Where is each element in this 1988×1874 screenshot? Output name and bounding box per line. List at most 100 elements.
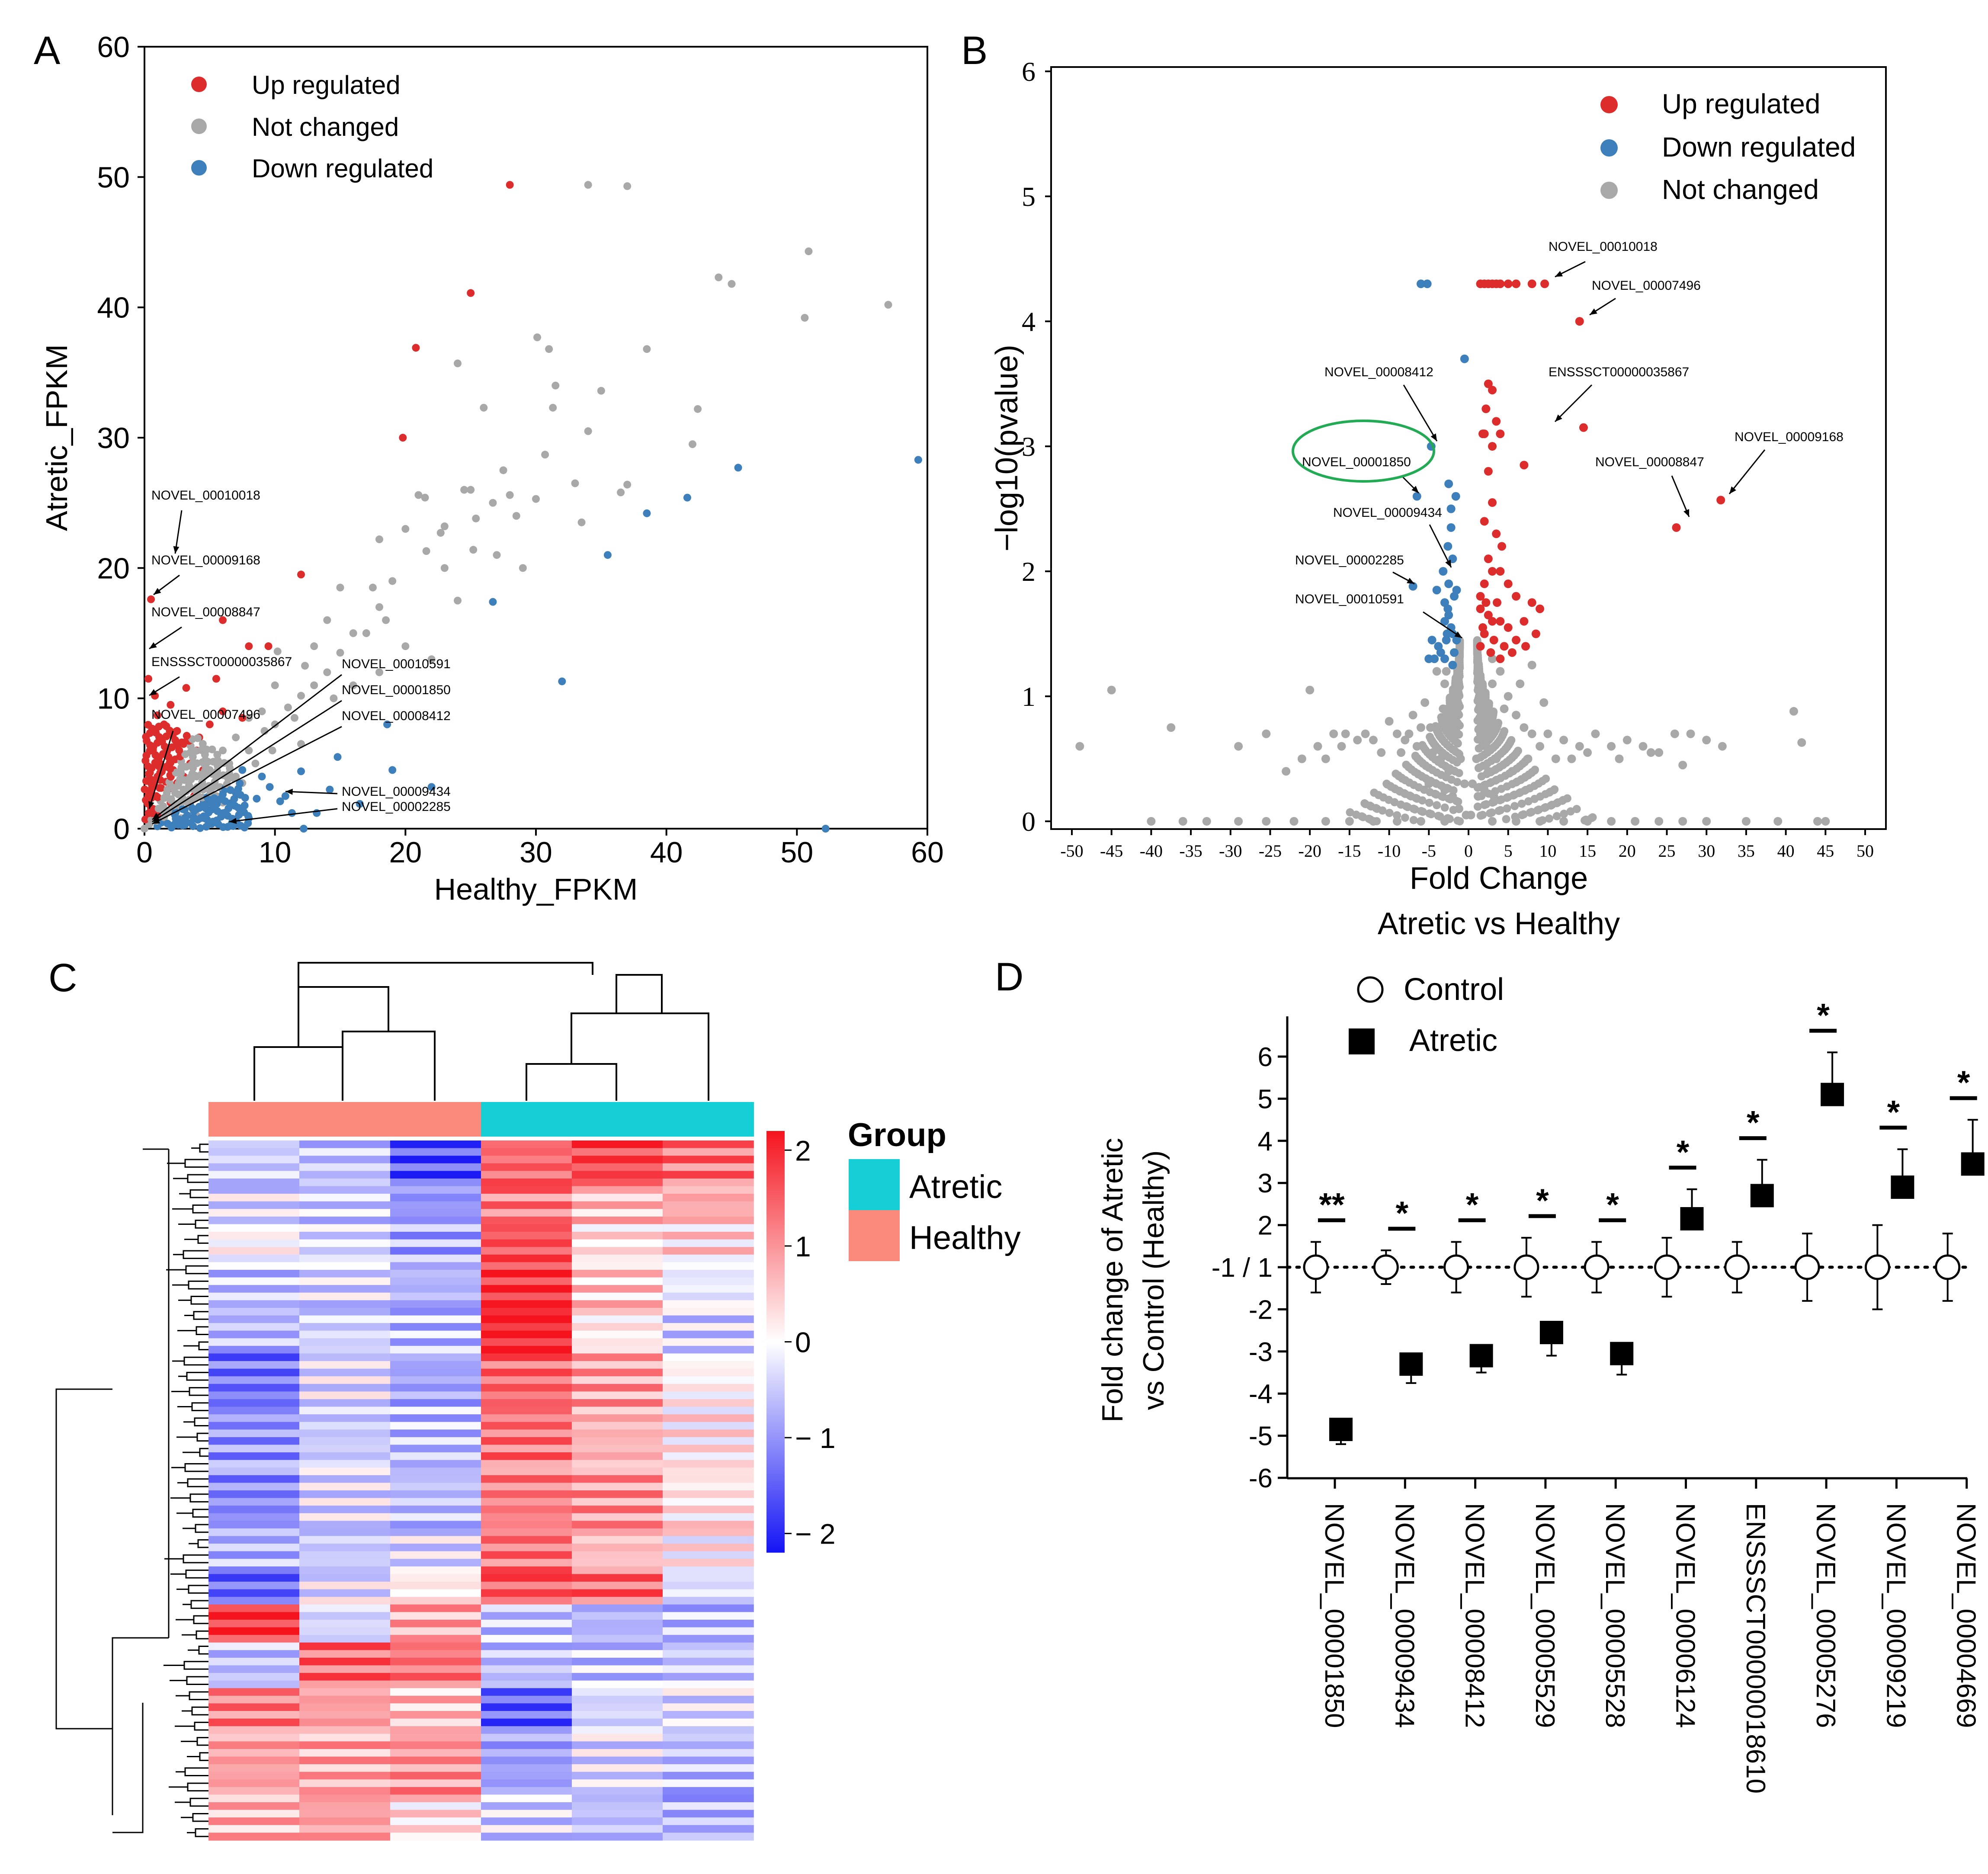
panel-d-y-axis-label-line2: vs Control (Healthy) [1137,1150,1170,1410]
panel-c-heat-cell [572,1832,663,1841]
panel-c-heat-cell [572,1467,663,1476]
panel-b-point-not-changed [1456,754,1465,763]
panel-c-heat-cell [208,1559,300,1567]
panel-c-heat-cell [481,1551,572,1560]
panel-a-point-not-changed [499,466,507,474]
panel-c-heat-cell [663,1513,754,1522]
panel-b-point-not-changed [1539,698,1549,707]
panel-c-heat-cell [299,1216,391,1225]
panel-a-point-not-changed [323,668,331,676]
panel-c-heat-cell [390,1490,481,1499]
panel-b-point-cloud [1434,811,1443,820]
panel-b-point-up-regulated [1672,523,1681,532]
panel-c-heat-cell [208,1711,300,1719]
panel-b-point-cloud [1545,814,1553,823]
panel-c-heat-cell [299,1657,391,1666]
panel-c-heat-cell [390,1749,481,1757]
panel-b-point-not-changed [1575,742,1584,751]
panel-d-significance-label: ** [1319,1187,1345,1224]
panel-c-heat-cell [299,1345,391,1354]
panel-b-point-not-changed [1392,729,1401,738]
panel-c-heat-cell [663,1741,754,1749]
panel-c-heat-cell [481,1429,572,1438]
panel-c-heat-cell [572,1224,663,1232]
panel-b-point-not-changed [1385,717,1394,726]
panel-b-point-not-changed [1353,736,1362,745]
panel-b-annotation-label: NOVEL_00001850 [1302,455,1411,469]
panel-c-heat-cell [481,1140,572,1149]
panel-b-y-axis-label: −log10(pvalue) [990,345,1024,551]
panel-c-heat-cell [299,1794,391,1803]
panel-c-group-bar-cell [390,1102,481,1137]
panel-c-heat-cell [208,1635,300,1643]
panel-c-heat-cell [390,1657,481,1666]
panel-a-point-down-regulated [281,792,289,800]
panel-a-point-not-changed [533,333,542,341]
panel-c-heat-cell [390,1414,481,1422]
panel-b-point-cloud [1418,796,1427,805]
panel-c-colorbar-tick-label: 2 [795,1134,811,1166]
panel-c-heat-cell [299,1528,391,1537]
panel-c-heat-cell [208,1292,300,1301]
panel-b-x-axis-subtitle: Atretic vs Healthy [1378,907,1620,941]
panel-c-heat-cell [390,1338,481,1346]
panel-c-heat-cell [390,1733,481,1742]
panel-c-heat-cell [663,1300,754,1308]
panel-c-heat-cell [572,1239,663,1248]
panel-d-significance-label: * [1536,1182,1549,1219]
panel-c-heat-cell [572,1445,663,1453]
panel-c-heat-cell [572,1171,663,1179]
panel-c-heat-cell [299,1574,391,1582]
panel-c-heat-cell [390,1315,481,1323]
panel-c-heat-cell [663,1521,754,1529]
panel-a-point-up-regulated [219,616,227,624]
panel-b-point-up-regulated [1512,635,1521,644]
panel-a-point-cluster [181,821,189,829]
panel-b-point-not-changed [1536,742,1545,751]
panel-b-point-not-changed [1500,704,1509,713]
panel-a-x-axis-label: Healthy_FPKM [434,872,638,906]
panel-c-heat-cell [299,1825,391,1833]
panel-c-heat-cell [663,1460,754,1468]
panel-c-heat-cell [481,1406,572,1415]
panel-b-point-not-changed [1454,667,1463,676]
panel-c-heat-cell [481,1733,572,1742]
panel-c-heat-cell [481,1802,572,1810]
panel-a-point-not-changed [467,486,475,494]
panel-b-point-up-regulated [1496,654,1505,663]
panel-c-heat-cell [390,1269,481,1278]
panel-c-heat-cell [481,1544,572,1552]
panel-c-heat-cell [299,1536,391,1544]
panel-b-point-cloud [1478,810,1487,819]
panel-b-point-cloud [1572,805,1581,814]
panel-c-heat-cell [572,1186,663,1194]
panel-c-heat-cell [481,1391,572,1400]
panel-c-heat-cell [663,1574,754,1582]
panel-c-heat-cell [208,1437,300,1445]
panel-b-point-up-regulated [1476,642,1485,651]
panel-a-y-tick-label: 30 [97,422,130,455]
panel-a-point-not-changed [469,546,478,554]
panel-d-category-label: NOVEL_00005528 [1600,1503,1630,1728]
panel-c-heat-cell [299,1269,391,1278]
panel-c-heat-cell [481,1650,572,1658]
panel-c-heat-cell [390,1764,481,1772]
panel-a-legend-marker [191,160,207,176]
panel-b-point-not-changed [1655,817,1664,826]
panel-c-heat-cell [663,1171,754,1179]
panel-b-point-cloud [1378,806,1387,815]
panel-c-heat-cell [481,1399,572,1407]
panel-c-heat-cell [572,1521,663,1529]
panel-c-heat-cell [572,1802,663,1810]
panel-c-heat-cell [208,1247,300,1255]
panel-b-point-up-regulated [1507,648,1517,657]
panel-d-y-tick-label: -3 [1249,1337,1273,1367]
panel-b-highlight-ellipse [1292,420,1435,483]
panel-b-point-not-changed [1444,767,1453,776]
panel-c-heat-cell [390,1817,481,1826]
panel-c-heat-cell [299,1498,391,1506]
panel-d-atretic-point [1961,1152,1985,1176]
panel-c-heat-cell [390,1810,481,1818]
panel-b-point-cloud [1552,812,1561,820]
panel-c-heat-cell [663,1688,754,1696]
